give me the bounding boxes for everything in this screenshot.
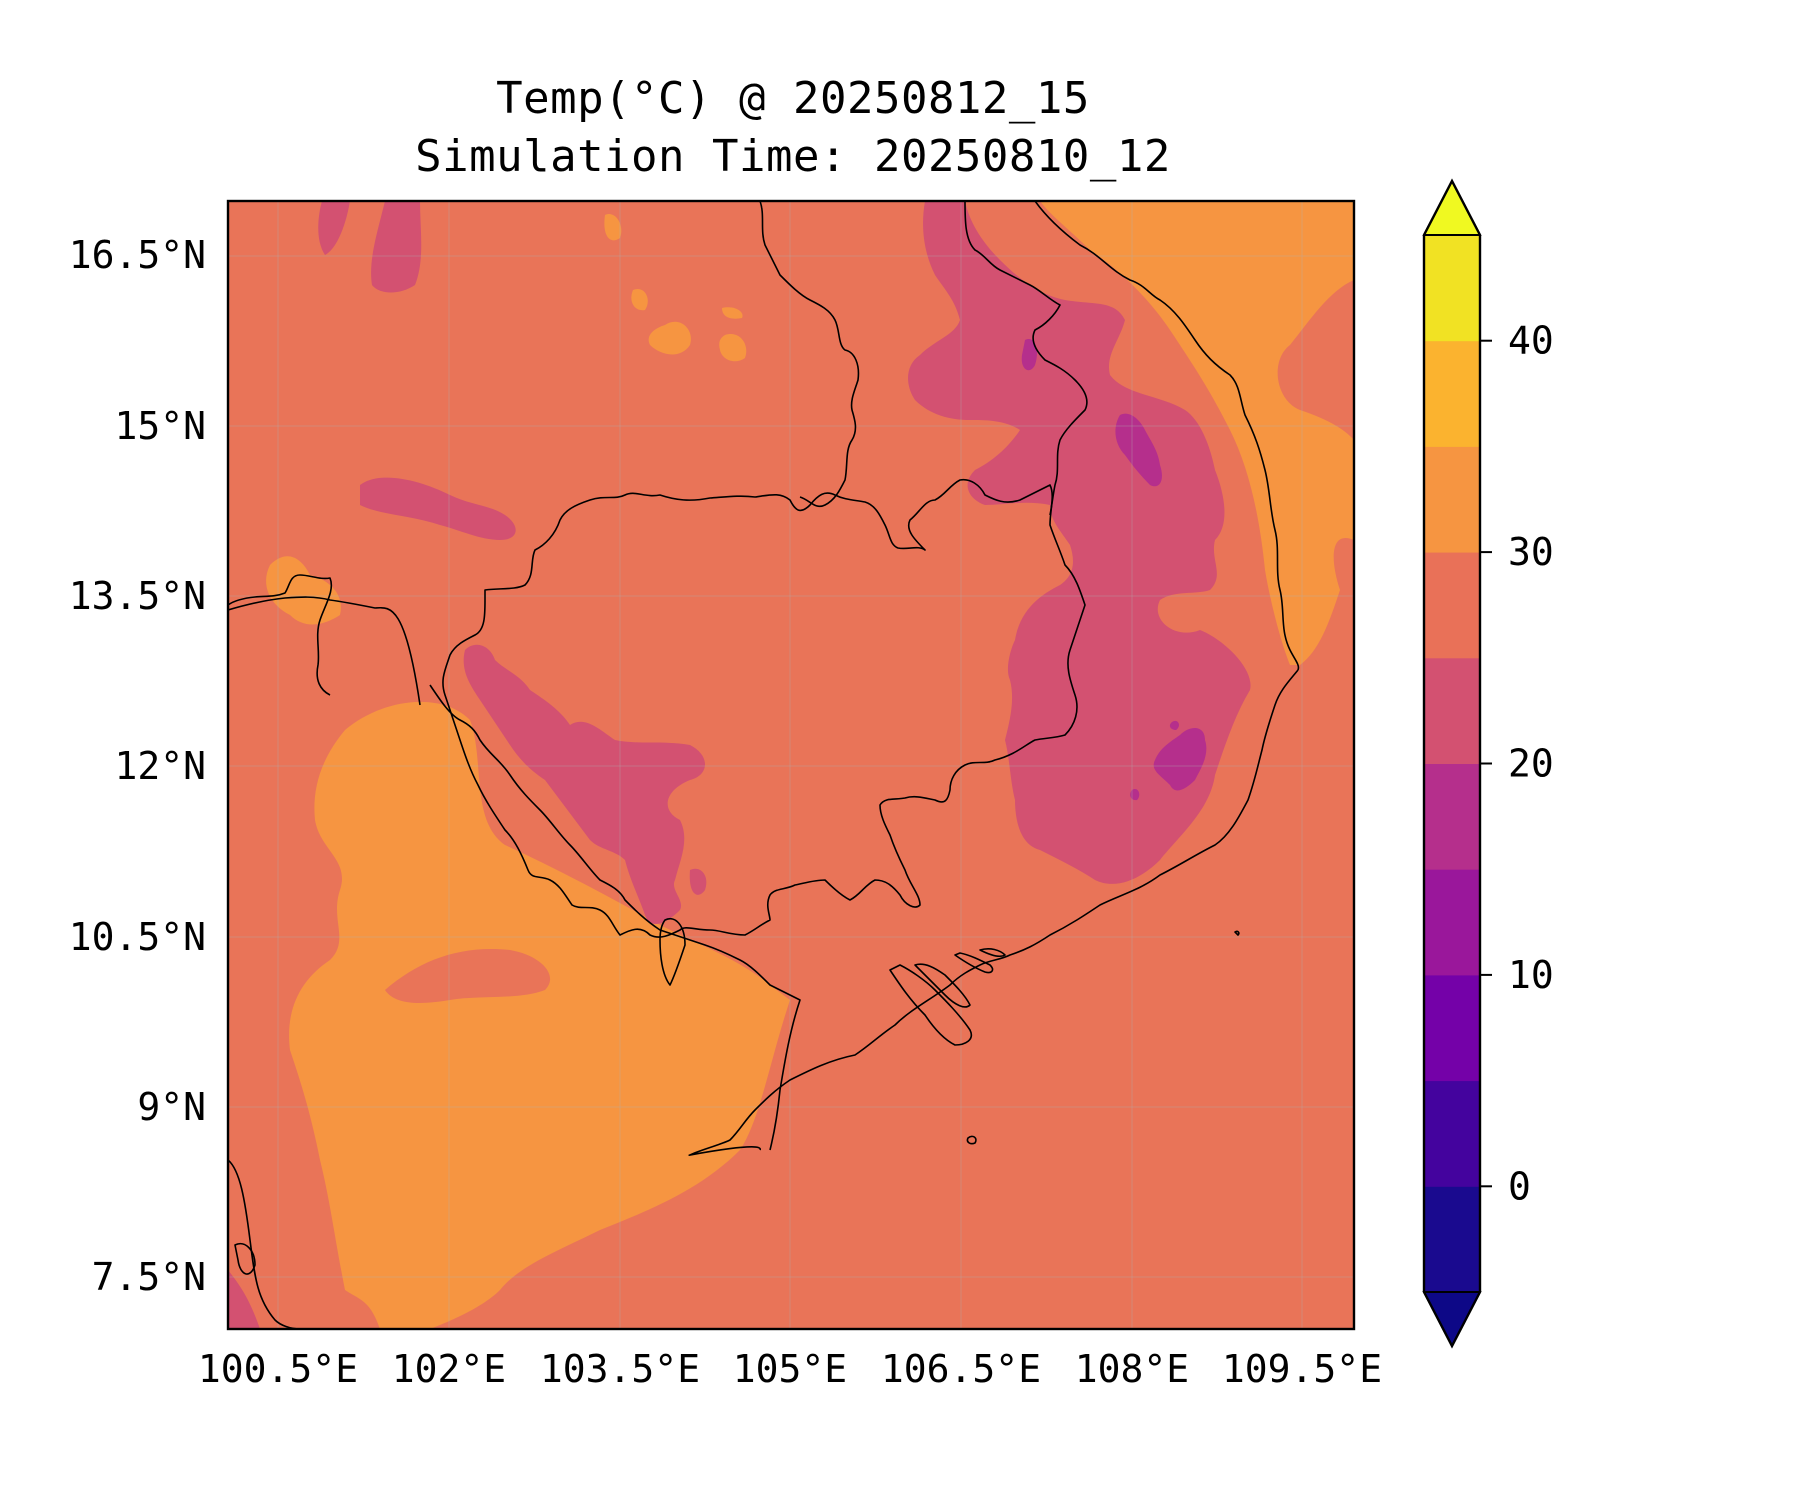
coastlines [228,201,1300,1329]
colorbar-tick-label: 40 [1508,319,1554,363]
lat-tick-label: 7.5°N [92,1255,206,1299]
lat-tick-label: 10.5°N [69,915,206,959]
border-laos-vietnam [964,201,1088,516]
lat-tick-label: 15°N [114,404,206,448]
colorbar-segment [1424,552,1480,659]
warm-region-gulf-inner [385,949,551,1003]
country-borders [228,201,1088,938]
title-variable-time: Temp(°C) @ 20250812_15 [496,73,1090,124]
island-con-dao [966,1135,977,1145]
lat-tick-label: 9°N [137,1085,206,1129]
colorbar-segment [1424,1080,1480,1187]
colorbar-ticks: 40 30 20 10 0 [1480,319,1554,1208]
lon-tick-label: 108°E [1075,1347,1189,1391]
coastline-thailand-upper-gulf [228,596,421,706]
coastline-mekong-delta [889,948,1006,1046]
warm-patch-nw [266,556,341,625]
lon-tick-label: 106.5°E [881,1347,1041,1391]
colorbar-extend-min [1422,1291,1482,1349]
figure-title: Temp(°C) @ 20250812_15 Simulation Time: … [0,70,1586,186]
lon-tick-label: 103.5°E [540,1347,700,1391]
warm-patch-north-1 [648,321,691,355]
colorbar-segment [1424,1186,1480,1293]
warm-patch-north-3 [604,214,622,241]
lat-tick-label: 12°N [114,744,206,788]
colorbar-segments [1424,235,1480,1293]
cool-patch-nw-2 [371,201,422,293]
colorbar-segment [1424,869,1480,976]
lat-tick-label: 13.5°N [69,574,206,618]
lon-tick-label: 102°E [392,1347,506,1391]
longitude-axis: 100.5°E 102°E 103.5°E 105°E 106.5°E 108°… [198,1347,1382,1391]
colorbar-segment [1424,446,1480,553]
colorbar-segment [1424,974,1480,1082]
colorbar-tick-label: 0 [1508,1164,1531,1208]
cold-patch-highlands-tiny-2 [1169,720,1179,730]
coastline-gulf-west [228,1159,301,1329]
island-small-southwest [234,1243,256,1275]
cool-patch-south-coast [689,868,707,895]
warm-region-gulf [289,701,790,1329]
colorbar: 40 30 20 10 0 [1422,178,1554,1349]
border-laos-thailand [759,201,860,508]
colorbar-segment [1424,657,1480,764]
cool-region-highlands [908,201,1251,884]
island-offshore-east [1234,930,1240,936]
coastline-gulf-east [429,684,801,1151]
map-frame [226,199,1356,1331]
warm-region-east-sea [1040,201,1354,665]
border-cambodia [442,478,1086,938]
cold-patch-highlands-north [1115,413,1162,487]
cold-patch-highlands-tiny-1 [1130,789,1140,801]
cold-patch-highlands-south [1153,728,1207,791]
cool-patch-southwest-corner [228,1270,260,1329]
colorbar-segment [1424,235,1480,342]
colorbar-tick-label: 20 [1508,742,1554,786]
colorbar-segment [1424,340,1480,447]
map-gridlines [228,201,1354,1329]
warm-patch-north-5 [722,307,743,319]
title-simulation-time: Simulation Time: 20250810_12 [415,131,1171,182]
island-phu-quoc [659,918,686,986]
cool-patch-central-thai [360,477,516,540]
lon-tick-label: 105°E [733,1347,847,1391]
warm-patch-north-2 [719,334,747,362]
colorbar-segment [1424,763,1480,870]
warm-patch-north-4 [631,289,648,311]
coastline-vietnam-central [1034,201,1300,671]
lon-tick-label: 100.5°E [198,1347,358,1391]
cool-patch-nw-1 [318,201,350,255]
lat-tick-label: 16.5°N [69,233,206,277]
cold-patch-highlands-mid [1021,339,1037,371]
coastline-vietnam-south [688,669,1299,1156]
colorbar-tick-label: 10 [1508,953,1554,997]
colorbar-outline [1422,178,1482,1349]
cool-region-cardamom [463,644,705,925]
border-thailand-myanmar [228,574,333,696]
map-plot-area [228,201,1354,1329]
colorbar-tick-label: 30 [1508,530,1554,574]
lon-tick-label: 109.5°E [1222,1347,1382,1391]
colorbar-extend-max [1422,178,1482,236]
latitude-axis: 16.5°N 15°N 13.5°N 12°N 10.5°N 9°N 7.5°N [69,233,206,1299]
